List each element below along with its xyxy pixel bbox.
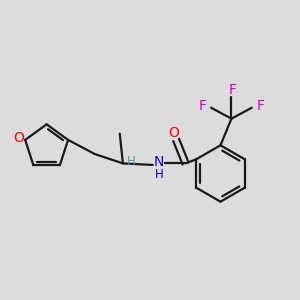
Text: N: N	[154, 155, 164, 169]
Text: F: F	[229, 83, 237, 97]
Text: H: H	[154, 169, 163, 182]
Text: F: F	[198, 99, 206, 113]
Text: O: O	[168, 126, 179, 140]
Text: H: H	[127, 155, 136, 168]
Text: F: F	[256, 99, 265, 113]
Text: O: O	[13, 131, 24, 145]
